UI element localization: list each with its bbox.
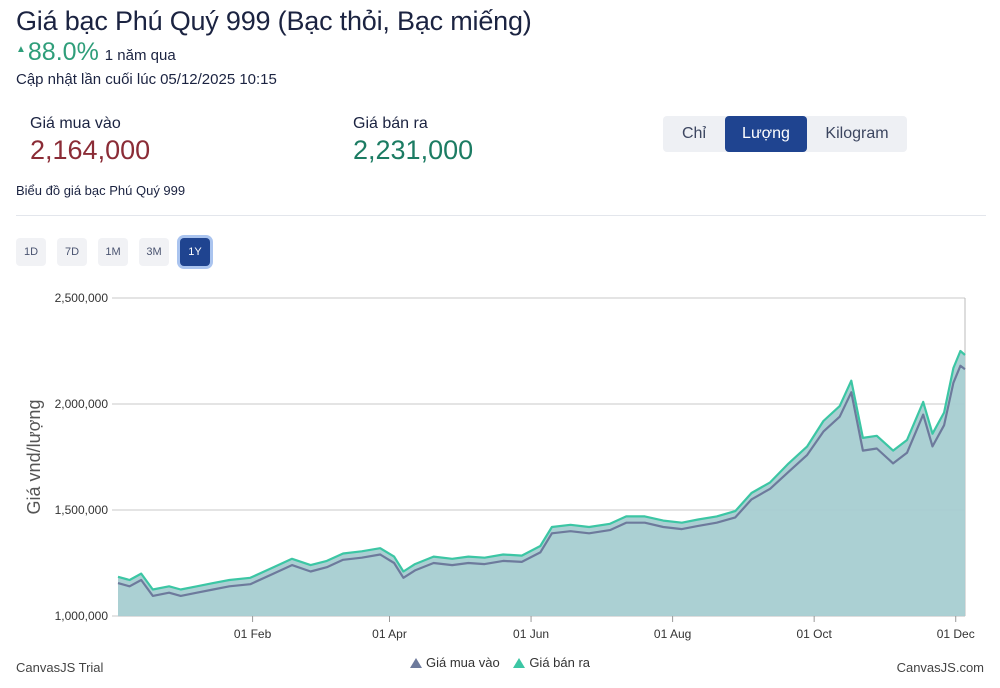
legend-item-buy[interactable]: Giá mua vào (409, 655, 500, 670)
unit-tabs: Chỉ Lượng Kilogram (663, 116, 907, 152)
axis-ticks: 1,000,000 1,500,000 2,000,000 2,500,000 01 F… (55, 291, 975, 641)
chart-caption: Biểu đồ giá bạc Phú Quý 999 (16, 183, 186, 198)
triangle-marker-icon (513, 658, 526, 668)
y-tick-label: 2,000,000 (55, 397, 109, 411)
y-tick-label: 2,500,000 (55, 291, 109, 305)
price-change: ▲ 88.0% 1 năm qua (16, 38, 176, 67)
triangle-marker-icon (409, 658, 422, 668)
x-tick-label: 01 Oct (796, 627, 832, 641)
tab-chi[interactable]: Chỉ (681, 125, 706, 142)
last-updated: Cập nhật lần cuối lúc 05/12/2025 10:15 (16, 71, 281, 88)
x-tick-label: 01 Aug (654, 627, 691, 641)
buy-price-value: 2,164,000 (30, 135, 151, 165)
x-tick-label: 01 Apr (372, 627, 407, 641)
chart-legend: Giá mua vào Giá bán ra (0, 655, 1000, 670)
series-line-sell (117, 349, 966, 591)
area-fill (118, 351, 965, 616)
x-tick-label: 01 Dec (937, 627, 975, 641)
up-arrow-icon: ▲ (16, 44, 26, 55)
tab-luong[interactable]: Lượng (725, 116, 807, 152)
page-title: Giá bạc Phú Quý 999 (Bạc thỏi, Bạc miếng… (16, 6, 532, 36)
range-1d-button[interactable]: 1D (16, 238, 46, 266)
change-period: 1 năm qua (104, 47, 176, 64)
sell-price-label: Giá bán ra (353, 115, 428, 132)
price-chart: 1,000,000 1,500,000 2,000,000 2,500,000 01 F… (24, 291, 975, 641)
range-7d-button[interactable]: 7D (57, 238, 87, 266)
legend-buy-label: Giá mua vào (425, 655, 500, 670)
y-axis-label: Giá vnd/lượng (24, 400, 44, 515)
trial-watermark: CanvasJS Trial (16, 660, 104, 675)
series-line-buy (117, 364, 966, 597)
range-3m-button[interactable]: 3M (139, 238, 169, 266)
buy-price-label: Giá mua vào (30, 115, 121, 132)
series-lines (117, 349, 966, 597)
last-updated-label: Cập nhật lần cuối lúc (16, 71, 157, 88)
buy-price: Giá mua vào 2,164,000 (30, 115, 150, 166)
legend-item-sell[interactable]: Giá bán ra (513, 655, 590, 670)
x-tick-label: 01 Feb (234, 627, 272, 641)
range-1y-button[interactable]: 1Y (180, 238, 210, 266)
tab-kilogram[interactable]: Kilogram (825, 125, 889, 142)
sell-price-value: 2,231,000 (353, 135, 474, 165)
y-tick-label: 1,000,000 (55, 609, 109, 623)
sell-price: Giá bán ra 2,231,000 (353, 115, 473, 166)
area-layer (118, 351, 965, 616)
range-1m-button[interactable]: 1M (98, 238, 128, 266)
x-tick-label: 01 Jun (513, 627, 549, 641)
credit-link[interactable]: CanvasJS.com (896, 660, 984, 675)
legend-sell-label: Giá bán ra (529, 655, 591, 670)
y-tick-label: 1,500,000 (55, 503, 109, 517)
change-percent: 88.0% (27, 38, 99, 66)
last-updated-time: 05/12/2025 10:15 (160, 71, 277, 88)
divider (16, 215, 986, 216)
